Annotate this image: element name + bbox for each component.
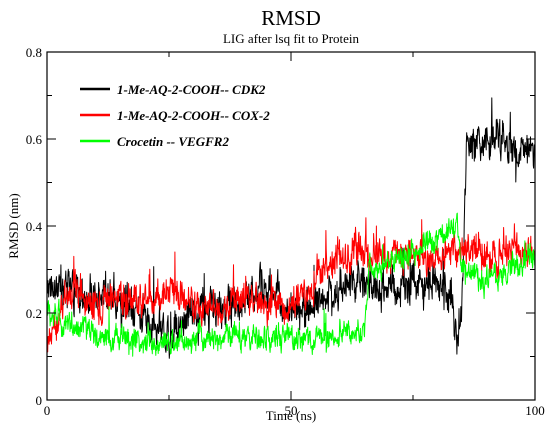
legend: 1-Me-AQ-2-COOH-- CDK2 1-Me-AQ-2-COOH-- CO…	[80, 82, 270, 149]
x-tick-label: 0	[44, 403, 51, 418]
legend-label-1: 1-Me-AQ-2-COOH-- COX-2	[117, 108, 270, 123]
chart-title: RMSD	[261, 6, 321, 30]
chart-subtitle: LIG after lsq fit to Protein	[223, 31, 360, 46]
plot-frame	[46, 51, 536, 401]
x-tick-label: 100	[525, 403, 545, 418]
series-line-2	[46, 212, 536, 357]
y-tick-label: 0.8	[26, 45, 42, 60]
legend-label-0: 1-Me-AQ-2-COOH-- CDK2	[117, 82, 266, 97]
series-line-1	[46, 217, 536, 353]
legend-label-2: Crocetin -- VEGFR2	[117, 134, 229, 149]
x-tick-label: 50	[285, 403, 298, 418]
axes: 0 0.2 0.4 0.6 0.8 0 50 100	[26, 45, 545, 418]
x-axis-label: Time (ns)	[266, 408, 316, 423]
y-tick-label: 0.6	[26, 132, 43, 147]
y-tick-label: 0.4	[26, 219, 43, 234]
y-axis-label: RMSD (nm)	[6, 193, 21, 258]
y-tick-label: 0	[36, 393, 43, 408]
plot-lines	[46, 97, 536, 359]
y-tick-label: 0.2	[26, 306, 42, 321]
